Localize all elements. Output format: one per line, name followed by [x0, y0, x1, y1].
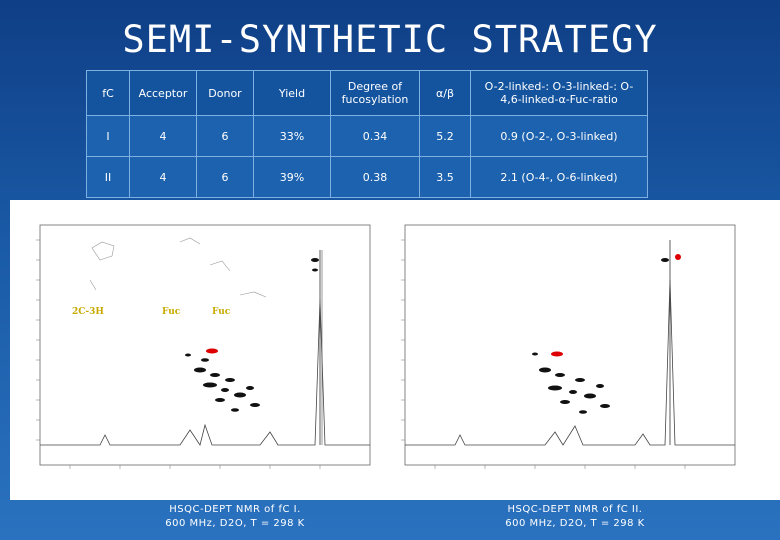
- table-cell: 0.38: [330, 156, 420, 198]
- x-ticks: [69, 465, 321, 469]
- nmr-plot-left: [36, 224, 371, 469]
- table-cell: 4: [129, 115, 197, 157]
- table-header-row: fC Acceptor Donor Yield Degree of fucosy…: [86, 70, 648, 116]
- x-ticks: [434, 465, 686, 469]
- slide-title: SEMI-SYNTHETIC STRATEGY: [122, 18, 658, 61]
- table-cell: 4: [129, 156, 197, 198]
- table-row: I 4 6 33% 0.34 5.2 0.9 (O-2-, O-3-linked…: [86, 115, 648, 157]
- table-cell: II: [86, 156, 130, 198]
- col-header: Donor: [196, 70, 254, 116]
- cross-peaks: [532, 258, 669, 414]
- cross-peaks: [185, 258, 319, 412]
- nmr-plot-right: [401, 224, 736, 469]
- nmr-spectra-panel: 2C-3H Fuc Fuc: [10, 200, 780, 500]
- caption-right: HSQC-DEPT NMR of fC II. 600 MHz, D2O, T …: [445, 503, 705, 531]
- table-cell: 0.9 (O-2-, O-3-linked): [470, 115, 648, 157]
- 1d-projection: [40, 299, 370, 446]
- table-row: II 4 6 39% 0.38 3.5 2.1 (O-4-, O-6-linke…: [86, 156, 648, 198]
- table-cell: 33%: [253, 115, 331, 157]
- plot-frame: [404, 224, 736, 466]
- col-header: Degree of fucosylation: [330, 70, 420, 116]
- table-cell: I: [86, 115, 130, 157]
- table-cell: 6: [196, 115, 254, 157]
- highlight-peak: [675, 254, 681, 260]
- col-header: Acceptor: [129, 70, 197, 116]
- caption-line: 600 MHz, D2O, T = 298 K: [165, 518, 305, 529]
- table-cell: 39%: [253, 156, 331, 198]
- nmr-spectrum-left: [30, 220, 390, 490]
- overlay-label: Fuc: [212, 307, 231, 317]
- highlight-peak: [206, 348, 218, 354]
- table-cell: 0.34: [330, 115, 420, 157]
- caption-line: HSQC-DEPT NMR of fC II.: [507, 504, 643, 515]
- col-header: Yield: [253, 70, 331, 116]
- caption-left: HSQC-DEPT NMR of fC I. 600 MHz, D2O, T =…: [105, 503, 365, 531]
- 1d-projection: [405, 279, 735, 446]
- table-cell: 2.1 (O-4-, O-6-linked): [470, 156, 648, 198]
- results-table: fC Acceptor Donor Yield Degree of fucosy…: [86, 70, 648, 198]
- col-header: α/β: [419, 70, 471, 116]
- structure-sketch: [89, 237, 267, 298]
- plot-frame: [39, 224, 371, 466]
- caption-line: 600 MHz, D2O, T = 298 K: [505, 518, 645, 529]
- overlay-label: Fuc: [162, 307, 181, 317]
- nmr-spectrum-right: [395, 220, 755, 490]
- table-cell: 6: [196, 156, 254, 198]
- caption-line: HSQC-DEPT NMR of fC I.: [169, 504, 301, 515]
- col-header: O-2-linked-: O-3-linked-: O-4,6-linked-α…: [470, 70, 648, 116]
- overlay-label: 2C-3H: [72, 307, 104, 317]
- y-ticks: [401, 239, 405, 441]
- y-ticks: [36, 239, 40, 441]
- highlight-peak: [551, 351, 563, 357]
- col-header: fC: [86, 70, 130, 116]
- table-cell: 5.2: [419, 115, 471, 157]
- table-cell: 3.5: [419, 156, 471, 198]
